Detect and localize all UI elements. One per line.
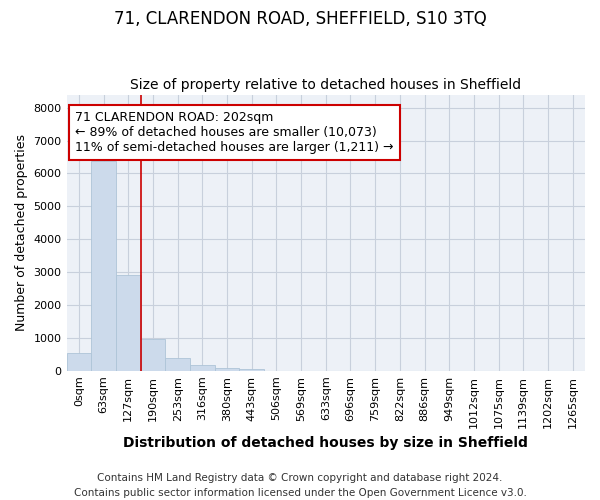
Text: 71 CLARENDON ROAD: 202sqm
← 89% of detached houses are smaller (10,073)
11% of s: 71 CLARENDON ROAD: 202sqm ← 89% of detac… <box>75 111 394 154</box>
Bar <box>215 368 239 371</box>
Bar <box>91 161 116 371</box>
Bar <box>239 368 264 371</box>
Bar <box>116 276 140 371</box>
X-axis label: Distribution of detached houses by size in Sheffield: Distribution of detached houses by size … <box>124 436 528 450</box>
Bar <box>190 365 215 371</box>
Y-axis label: Number of detached properties: Number of detached properties <box>15 134 28 331</box>
Bar <box>140 338 165 371</box>
Bar <box>165 358 190 371</box>
Text: 71, CLARENDON ROAD, SHEFFIELD, S10 3TQ: 71, CLARENDON ROAD, SHEFFIELD, S10 3TQ <box>113 10 487 28</box>
Text: Contains HM Land Registry data © Crown copyright and database right 2024.
Contai: Contains HM Land Registry data © Crown c… <box>74 472 526 498</box>
Bar <box>67 352 91 371</box>
Title: Size of property relative to detached houses in Sheffield: Size of property relative to detached ho… <box>130 78 521 92</box>
